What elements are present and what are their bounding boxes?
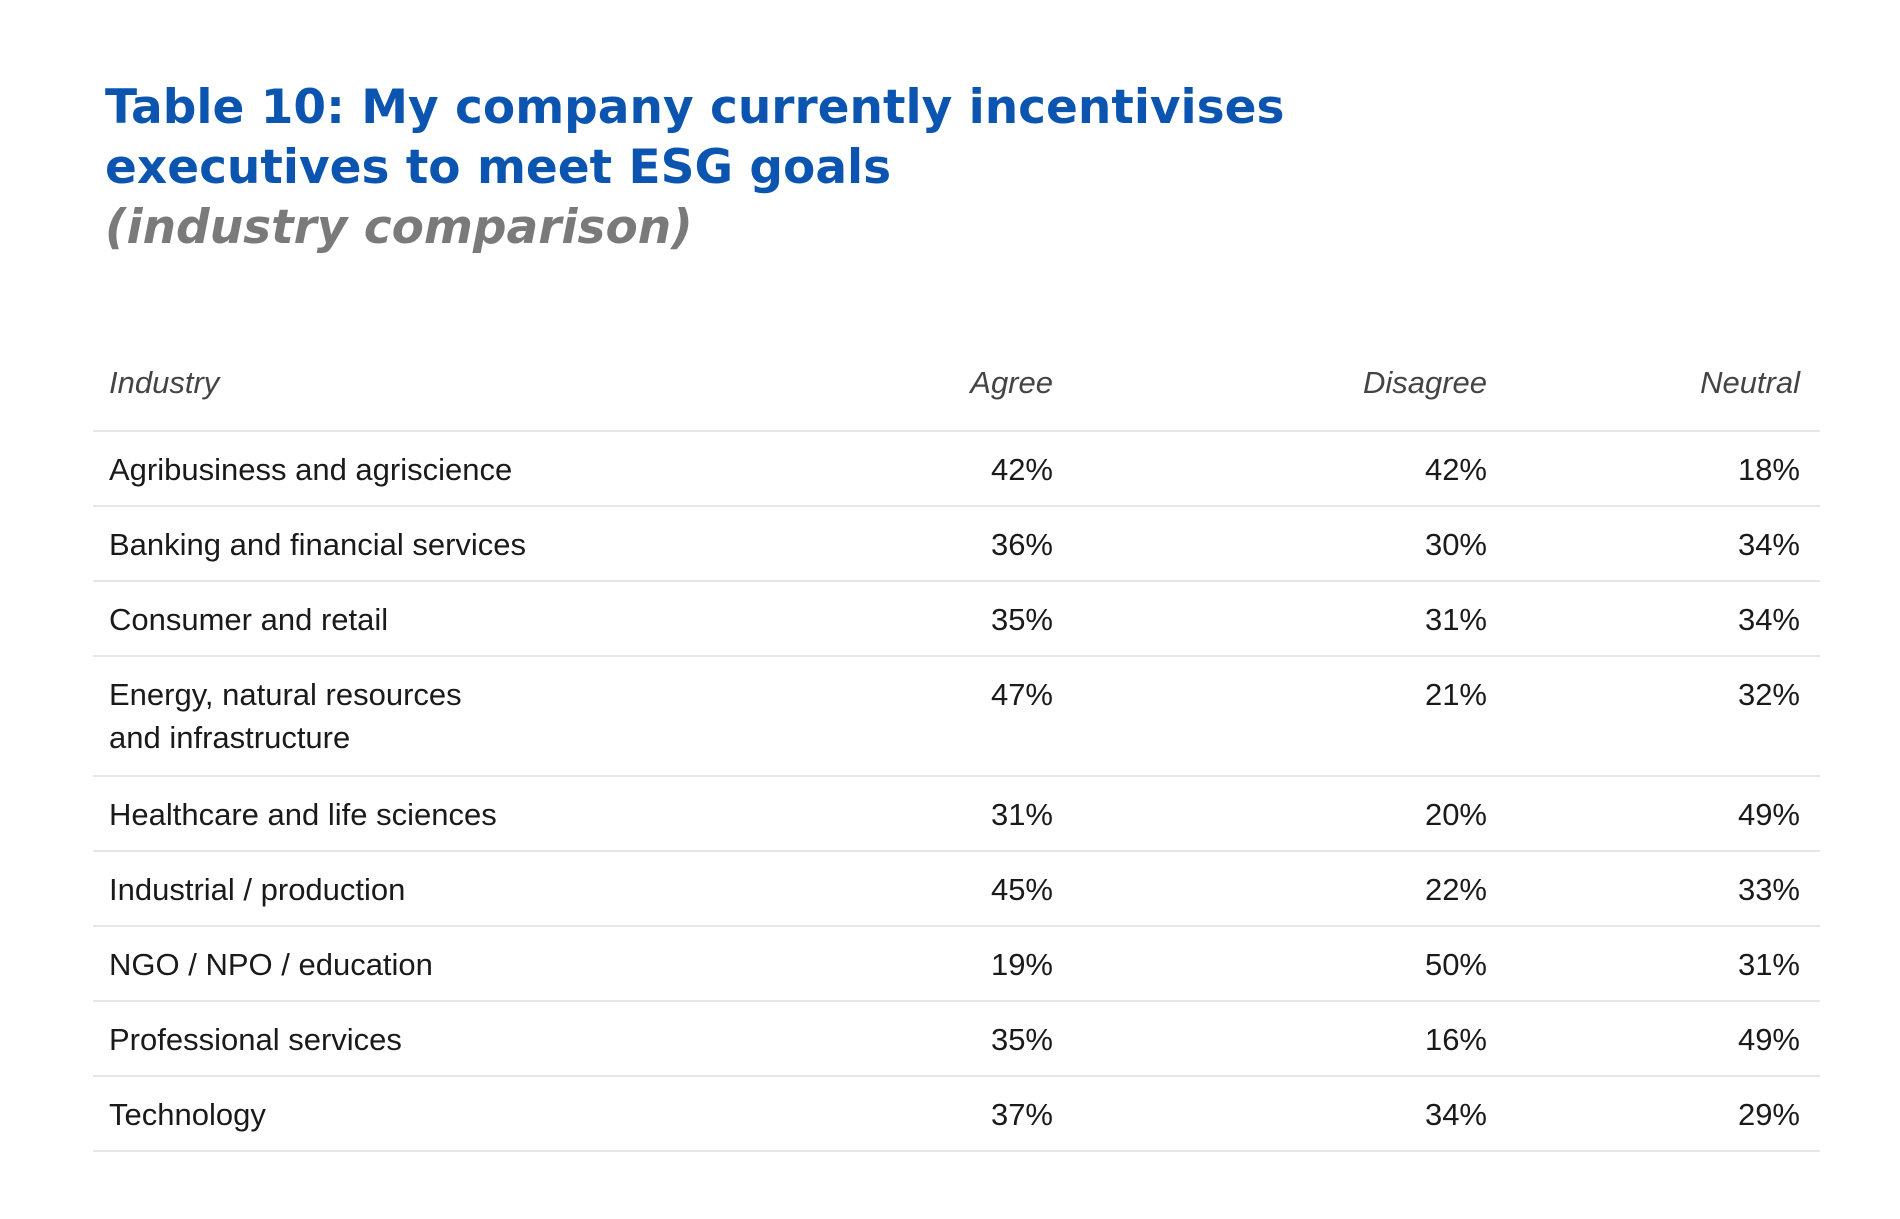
cell-agree: 42% [643,431,1073,507]
cell-industry: Professional services [93,1001,643,1077]
table-row: Healthcare and life sciences 31% 20% 49% [93,776,1820,852]
cell-neutral: 34% [1507,581,1820,657]
table-row: Industrial / production 45% 22% 33% [93,851,1820,927]
cell-neutral: 29% [1507,1076,1820,1152]
cell-industry: Banking and financial services [93,506,643,582]
cell-disagree: 42% [1073,431,1507,507]
cell-industry: NGO / NPO / education [93,926,643,1002]
cell-industry: Industrial / production [93,851,643,927]
cell-industry: Agribusiness and agriscience [93,431,643,507]
cell-agree: 35% [643,581,1073,657]
table-title-block: Table 10: My company currently incentivi… [105,78,1405,258]
cell-disagree: 30% [1073,506,1507,582]
cell-neutral: 33% [1507,851,1820,927]
table-row: NGO / NPO / education 19% 50% 31% [93,926,1820,1002]
table-row: Banking and financial services 36% 30% 3… [93,506,1820,582]
table-row: Energy, natural resources and infrastruc… [93,656,1820,777]
table-row: Professional services 35% 16% 49% [93,1001,1820,1077]
cell-agree: 31% [643,776,1073,852]
cell-neutral: 49% [1507,1001,1820,1077]
cell-agree: 19% [643,926,1073,1002]
cell-disagree: 21% [1073,656,1507,777]
cell-disagree: 31% [1073,581,1507,657]
cell-neutral: 32% [1507,656,1820,777]
cell-disagree: 50% [1073,926,1507,1002]
industry-comparison-table: Industry Agree Disagree Neutral Agribusi… [93,336,1820,1152]
table-row: Consumer and retail 35% 31% 34% [93,581,1820,657]
table-title-line-1: Table 10: My company currently incentivi… [105,80,1285,135]
cell-neutral: 49% [1507,776,1820,852]
cell-agree: 47% [643,656,1073,777]
table-row: Technology 37% 34% 29% [93,1076,1820,1152]
cell-industry-line-2: and infrastructure [109,720,351,755]
table-subtitle: (industry comparison) [105,200,693,255]
header-disagree: Disagree [1073,336,1507,432]
table-row: Agribusiness and agriscience 42% 42% 18% [93,431,1820,507]
cell-agree: 36% [643,506,1073,582]
table-title-line-2: executives to meet ESG goals [105,140,892,195]
cell-disagree: 20% [1073,776,1507,852]
table-header-row: Industry Agree Disagree Neutral [93,336,1820,432]
cell-agree: 37% [643,1076,1073,1152]
cell-neutral: 31% [1507,926,1820,1002]
cell-industry: Energy, natural resources and infrastruc… [93,656,643,777]
cell-industry: Healthcare and life sciences [93,776,643,852]
cell-disagree: 22% [1073,851,1507,927]
cell-industry: Consumer and retail [93,581,643,657]
cell-industry: Technology [93,1076,643,1152]
cell-disagree: 34% [1073,1076,1507,1152]
cell-neutral: 18% [1507,431,1820,507]
header-agree: Agree [643,336,1073,432]
cell-disagree: 16% [1073,1001,1507,1077]
cell-agree: 45% [643,851,1073,927]
cell-agree: 35% [643,1001,1073,1077]
header-industry: Industry [93,336,643,432]
cell-industry-line-1: Energy, natural resources [109,677,462,712]
header-neutral: Neutral [1507,336,1820,432]
cell-neutral: 34% [1507,506,1820,582]
